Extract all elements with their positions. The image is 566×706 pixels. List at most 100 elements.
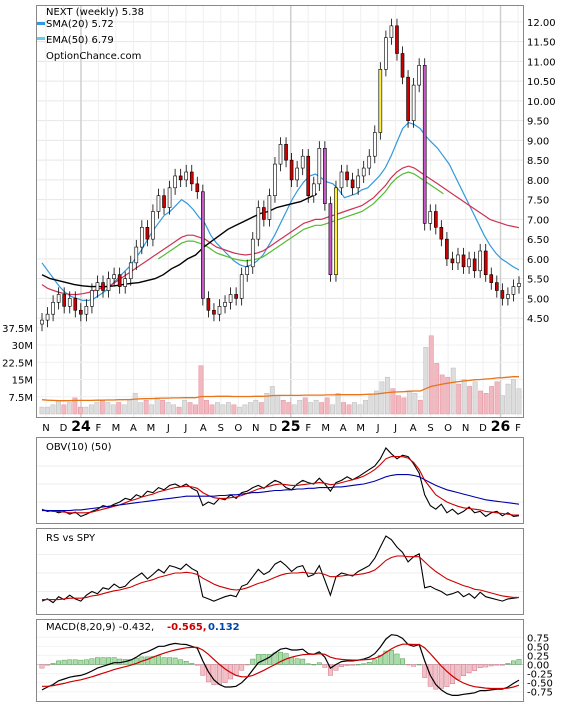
macd-hist-bar [67, 659, 73, 665]
volume-bar [105, 402, 111, 415]
candle-body [201, 191, 205, 299]
rs-lines [41, 535, 520, 604]
date-label: J [393, 423, 397, 434]
date-axis: N D 24 F M A M J J A S O N D 25 F M A M J J A S O N D 26 F [42, 419, 521, 435]
macd-hist-bar [344, 664, 350, 666]
volume-bar [412, 393, 418, 415]
volume-bar [50, 404, 56, 415]
volume-bar [511, 379, 516, 415]
candle-body [517, 283, 521, 287]
macd-hist-bar [372, 659, 378, 665]
macd-hist-bar [72, 659, 78, 665]
volume-bar [83, 406, 89, 415]
candle-body [184, 171, 189, 181]
date-label: J [183, 423, 187, 434]
candle-body [173, 175, 177, 189]
macd-hist-bar [178, 659, 184, 665]
macd-title-hist: 0.132 [208, 622, 240, 633]
candle-body [428, 211, 433, 224]
candle-body [245, 266, 250, 275]
candle-body [306, 155, 311, 196]
legend-ticker: NEXT (weekly) 5.38 [46, 7, 144, 18]
date-label: O [444, 423, 452, 434]
volume-y-ticks: 37.5M 30M 22.5M 15M 7.5M [2, 324, 33, 404]
macd-hist-bar [172, 657, 178, 665]
macd-hist-bar [150, 656, 156, 665]
volume-bar [505, 383, 511, 415]
sma20-line [41, 121, 520, 301]
volume-bar [494, 381, 500, 415]
candle-body [278, 144, 283, 165]
candle-body [323, 148, 327, 204]
candle-body [145, 227, 150, 240]
volume-bar [280, 399, 286, 415]
candle-body [212, 309, 216, 315]
macd-hist-bar [311, 664, 317, 666]
legend-sma: SMA(20) 5.72 [46, 19, 114, 30]
candle-body [40, 319, 44, 325]
candle-body [73, 298, 78, 311]
volume-bar [423, 347, 429, 415]
volume-bar [187, 402, 193, 415]
volume-bar [132, 393, 138, 415]
date-label: N [42, 423, 49, 434]
candle-body [511, 286, 516, 295]
candle-body [367, 155, 372, 169]
candle-body [334, 187, 338, 276]
macd-hist-bar [433, 664, 439, 690]
macd-hist-bar [383, 650, 389, 665]
indicator-line [41, 535, 520, 604]
macd-hist-bar [95, 657, 100, 665]
price-legend: NEXT (weekly) 5.38 SMA(20) 5.72 EMA(50) … [37, 7, 144, 62]
macd-hist-bar [444, 664, 450, 687]
macd-hist-bar [156, 655, 161, 665]
volume-bar [99, 399, 105, 415]
volume-bar [116, 402, 122, 415]
candle-body [45, 313, 50, 321]
signal-line [42, 643, 520, 690]
volume-bar [56, 399, 61, 415]
macd-hist-bar [200, 664, 206, 676]
volume-bar [154, 397, 160, 415]
candle-body [317, 148, 322, 185]
date-label: M [147, 423, 156, 434]
candle-body [123, 278, 128, 287]
volume-bar [456, 383, 462, 415]
macd-title: MACD(8,20,9) -0.432, -0.565, 0.132 [46, 622, 240, 633]
candle-body [489, 274, 494, 283]
date-label: S [218, 423, 224, 434]
price-panel-frame [36, 5, 524, 418]
candle-body [356, 175, 360, 189]
candle-body [106, 278, 111, 291]
date-label: J [166, 423, 170, 434]
price-tick-label: 11.00 [527, 57, 556, 68]
volume-bar [335, 393, 341, 415]
candle-body [206, 298, 211, 311]
macd-tick-label: 0.25 [527, 651, 549, 662]
candle-body [239, 274, 244, 299]
macd-hist-bar [239, 664, 245, 671]
volume-bar [286, 402, 292, 415]
candle-body [223, 302, 227, 307]
volume-bar [297, 399, 303, 415]
macd-hist-bar [205, 664, 211, 683]
volume-bar [215, 402, 220, 415]
volume-bar [72, 397, 78, 415]
candle-body [384, 37, 388, 70]
date-label: D [479, 423, 487, 434]
volume-bar [39, 406, 45, 415]
candle-body [117, 274, 122, 287]
macd-hist-bar [183, 660, 189, 665]
volume-bar [395, 395, 401, 415]
legend-sma-swatch [37, 22, 45, 25]
indicator-line [42, 555, 519, 601]
candle-body [178, 175, 183, 181]
candle-body [234, 294, 238, 299]
candle-body [84, 305, 89, 315]
macd-hist-bar [411, 664, 417, 667]
volume-bar [434, 363, 440, 415]
macd-hist-bar [161, 657, 167, 665]
macd-hist-bar [194, 664, 200, 666]
macd-hist-bar [388, 650, 394, 665]
candle-body [273, 163, 277, 197]
